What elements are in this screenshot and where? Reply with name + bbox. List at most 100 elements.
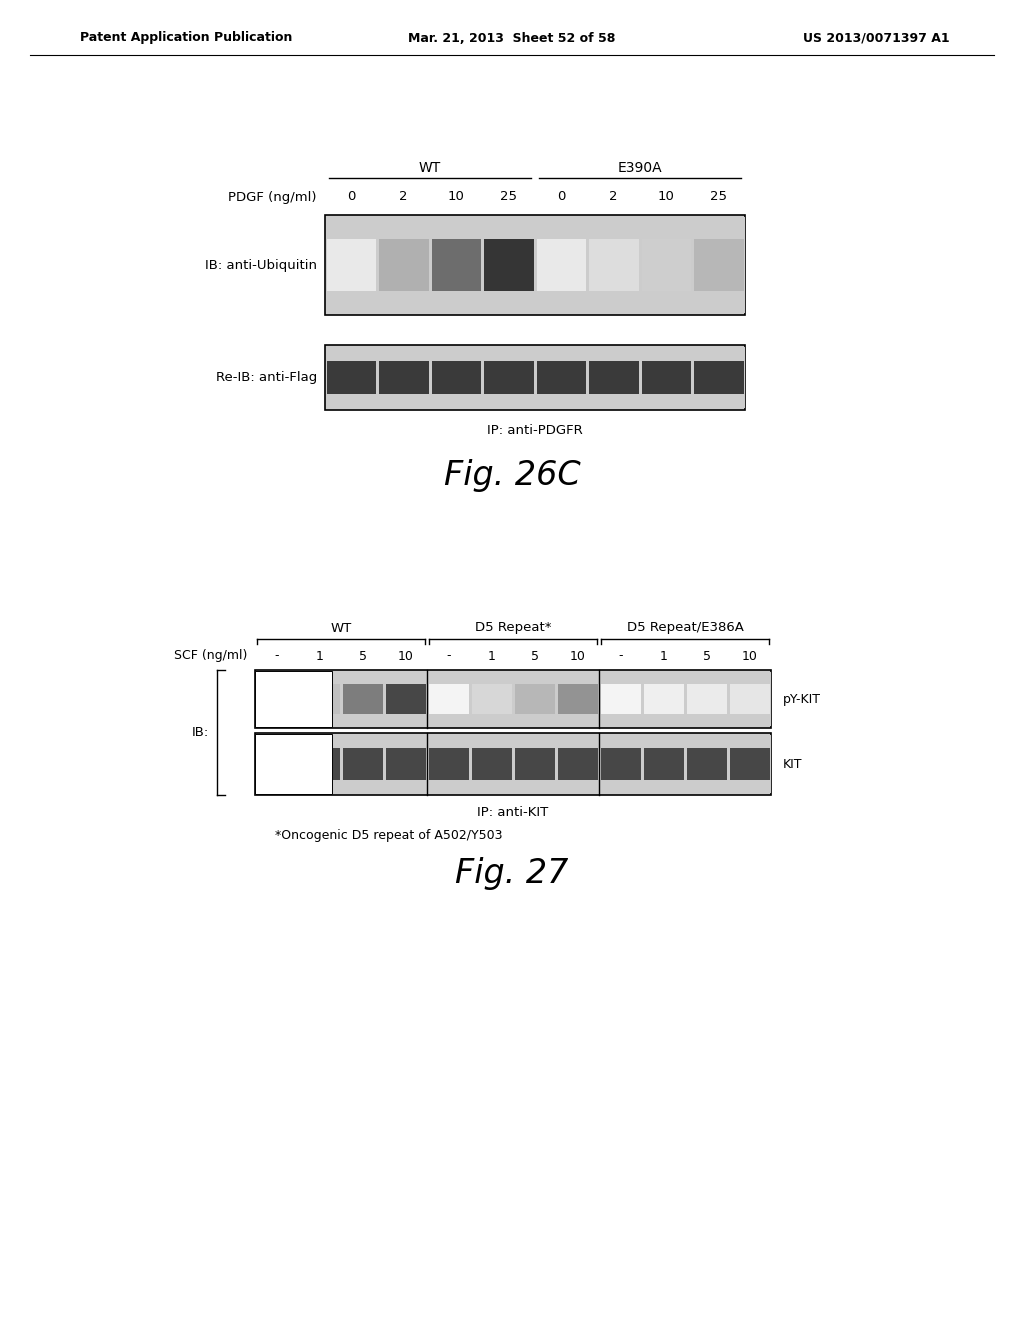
- Bar: [686, 684, 726, 714]
- Bar: [385, 748, 426, 780]
- Bar: [513, 672, 555, 726]
- Bar: [483, 216, 535, 313]
- Text: 2: 2: [609, 190, 618, 203]
- Bar: [642, 672, 684, 726]
- Bar: [537, 360, 586, 395]
- Bar: [431, 239, 481, 292]
- Text: WT: WT: [419, 161, 441, 176]
- Bar: [379, 239, 428, 292]
- Bar: [640, 347, 692, 408]
- Bar: [588, 216, 640, 313]
- Bar: [686, 748, 726, 780]
- Bar: [384, 672, 427, 726]
- Text: Patent Application Publication: Patent Application Publication: [80, 32, 293, 45]
- Text: 1: 1: [659, 649, 668, 663]
- Text: 25: 25: [711, 190, 727, 203]
- Bar: [430, 216, 482, 313]
- Bar: [694, 239, 743, 292]
- Text: IP: anti-PDGFR: IP: anti-PDGFR: [487, 424, 583, 437]
- Bar: [326, 216, 377, 313]
- Bar: [471, 748, 512, 780]
- Text: 0: 0: [557, 190, 565, 203]
- Text: IP: anti-KIT: IP: anti-KIT: [477, 807, 549, 820]
- Bar: [255, 733, 771, 795]
- Bar: [599, 672, 641, 726]
- Bar: [342, 684, 383, 714]
- Bar: [536, 347, 587, 408]
- Text: US 2013/0071397 A1: US 2013/0071397 A1: [804, 32, 950, 45]
- Text: -: -: [618, 649, 623, 663]
- Text: Fig. 26C: Fig. 26C: [443, 458, 581, 491]
- Bar: [643, 684, 683, 714]
- Text: IB:: IB:: [191, 726, 209, 739]
- Bar: [385, 684, 426, 714]
- Text: WT: WT: [331, 622, 351, 635]
- Text: D5 Repeat/E386A: D5 Repeat/E386A: [627, 622, 743, 635]
- Bar: [326, 347, 377, 408]
- Bar: [431, 360, 481, 395]
- Bar: [599, 735, 641, 793]
- Bar: [471, 684, 512, 714]
- Text: anti-KIT: anti-KIT: [272, 759, 315, 770]
- Bar: [641, 239, 691, 292]
- Bar: [256, 672, 298, 726]
- Text: 10: 10: [447, 190, 465, 203]
- Bar: [327, 239, 376, 292]
- Bar: [537, 239, 586, 292]
- Bar: [483, 347, 535, 408]
- Bar: [728, 735, 770, 793]
- Text: Re-IB: anti-Flag: Re-IB: anti-Flag: [216, 371, 317, 384]
- Bar: [693, 216, 744, 313]
- Bar: [427, 735, 469, 793]
- Text: 5: 5: [702, 649, 711, 663]
- Text: Mar. 21, 2013  Sheet 52 of 58: Mar. 21, 2013 Sheet 52 of 58: [409, 32, 615, 45]
- Bar: [484, 239, 534, 292]
- Bar: [256, 684, 297, 714]
- Text: E390A: E390A: [617, 161, 663, 176]
- Bar: [729, 684, 769, 714]
- Text: -: -: [274, 649, 279, 663]
- Bar: [470, 735, 512, 793]
- Bar: [255, 671, 333, 727]
- Text: IB: anti-Ubiquitin: IB: anti-Ubiquitin: [205, 259, 317, 272]
- Bar: [693, 347, 744, 408]
- Bar: [378, 216, 429, 313]
- Bar: [589, 239, 639, 292]
- Bar: [428, 748, 469, 780]
- Text: PDGF (ng/ml): PDGF (ng/ml): [228, 190, 317, 203]
- Bar: [641, 360, 691, 395]
- Bar: [299, 672, 341, 726]
- Bar: [299, 684, 340, 714]
- Text: 0: 0: [347, 190, 355, 203]
- Text: 10: 10: [397, 649, 414, 663]
- Bar: [342, 748, 383, 780]
- Text: D5 Repeat*: D5 Repeat*: [475, 622, 551, 635]
- Bar: [685, 672, 727, 726]
- Bar: [556, 735, 598, 793]
- Bar: [299, 748, 340, 780]
- Bar: [327, 360, 376, 395]
- Text: Fig. 27: Fig. 27: [456, 857, 568, 890]
- Bar: [384, 735, 427, 793]
- Text: 5: 5: [358, 649, 367, 663]
- Text: anti-pY: anti-pY: [274, 694, 313, 704]
- Text: 10: 10: [569, 649, 586, 663]
- Bar: [600, 684, 640, 714]
- Bar: [589, 360, 639, 395]
- Bar: [642, 735, 684, 793]
- Bar: [299, 735, 341, 793]
- Text: 1: 1: [487, 649, 496, 663]
- Bar: [685, 735, 727, 793]
- Bar: [514, 684, 555, 714]
- Text: 10: 10: [657, 190, 675, 203]
- Text: *Oncogenic D5 repeat of A502/Y503: *Oncogenic D5 repeat of A502/Y503: [275, 829, 503, 842]
- Bar: [256, 748, 297, 780]
- Text: 25: 25: [501, 190, 517, 203]
- Bar: [325, 215, 745, 315]
- Bar: [325, 345, 745, 411]
- Bar: [255, 671, 771, 729]
- Text: 5: 5: [530, 649, 539, 663]
- Bar: [341, 735, 384, 793]
- Text: pY-KIT: pY-KIT: [783, 693, 821, 705]
- Bar: [470, 672, 512, 726]
